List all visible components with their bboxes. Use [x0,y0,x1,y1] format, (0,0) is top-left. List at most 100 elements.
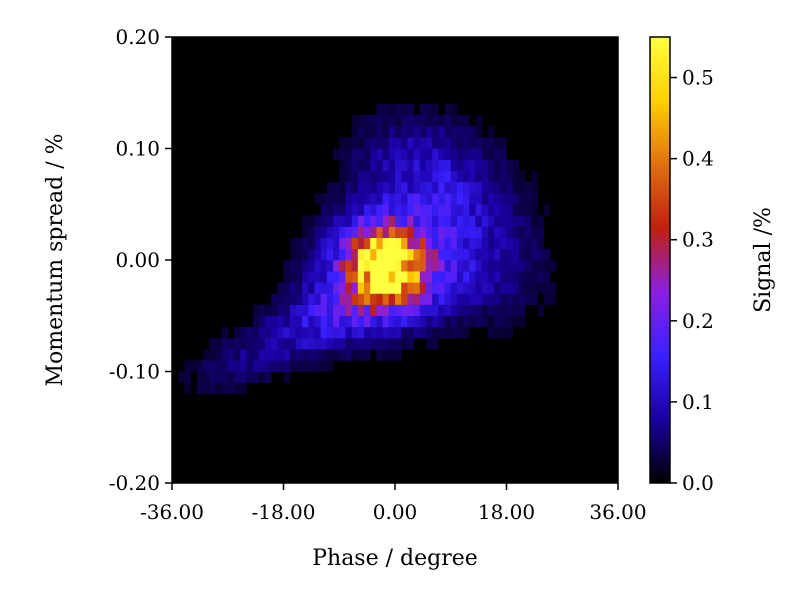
heatmap-cell [252,315,260,328]
heatmap-cell [277,349,284,361]
heatmap-cell [233,360,241,372]
heatmap-cell [302,237,309,250]
heatmap-cell [302,282,309,294]
heatmap-cell [388,181,396,194]
heatmap-cell [549,260,557,272]
heatmap-cell [401,159,408,172]
heatmap-cell [494,326,501,339]
heatmap-cell [518,204,526,216]
heatmap-cell [525,248,532,261]
heatmap-cell [494,226,501,238]
heatmap-cell [314,304,321,317]
heatmap-cell [357,248,365,261]
heatmap-cell [543,204,551,216]
heatmap-cell [339,349,346,361]
heatmap-cell [364,326,371,339]
heatmap-cell [531,260,538,272]
heatmap-cell [401,103,408,116]
heatmap-cell [264,360,272,372]
heatmap-cell [382,304,390,317]
heatmap-cell [277,304,284,317]
heatmap-cell [388,215,396,227]
heatmap-cell [357,326,365,339]
heatmap-cell [283,371,290,383]
heatmap-cell [345,260,352,272]
heatmap-cell [339,304,346,317]
heatmap-cell [506,282,513,294]
heatmap-cell [506,304,513,317]
heatmap-cell [283,304,290,317]
heatmap-cell [351,349,359,361]
heatmap-cell [506,170,513,183]
heatmap-cell [413,148,421,160]
heatmap-cell [364,260,371,272]
heatmap-cell [271,338,278,350]
heatmap-cell [240,382,247,395]
heatmap-cell [351,137,359,149]
heatmap-cell [444,293,452,305]
heatmap-cell [444,315,452,328]
heatmap-cell [233,326,241,339]
heatmap-cell [432,204,439,216]
heatmap-cell [308,293,315,305]
heatmap-cell [184,360,191,372]
heatmap-cell [500,204,507,216]
heatmap-cell [475,137,483,149]
heatmap-cell [382,326,390,339]
heatmap-cell [333,260,340,272]
heatmap-cell [320,248,328,261]
heatmap-cell [295,349,303,361]
heatmap-cell [432,137,439,149]
heatmap-cell [289,282,297,294]
heatmap-cell [221,349,229,361]
heatmap-cell [407,226,414,238]
heatmap-cell [308,282,315,294]
heatmap-cell [258,360,266,372]
heatmap-cell [475,215,483,227]
heatmap-cell [289,360,297,372]
heatmap-cell [271,349,278,361]
heatmap-cell [184,382,191,395]
heatmap-cell [537,226,544,238]
heatmap-cell [500,248,507,261]
heatmap-cell [450,103,458,116]
heatmap-cell [481,215,489,227]
heatmap-cell [494,148,501,160]
heatmap-cell [512,282,520,294]
heatmap-cell [401,137,408,149]
heatmap-cell [475,293,483,305]
heatmap-cell [351,326,359,339]
x-axis-label: Phase / degree [312,546,478,571]
heatmap-cell [320,349,328,361]
heatmap-cell [364,248,371,261]
heatmap-cell [326,338,334,350]
heatmap-cell [314,315,321,328]
heatmap-cell [326,204,334,216]
heatmap-cell [475,237,483,250]
heatmap-cell [295,304,303,317]
heatmap-cell [395,226,402,238]
heatmap-cell [432,126,439,138]
heatmap-cell [388,204,396,216]
heatmap-cell [407,193,414,205]
heatmap-cell [481,204,489,216]
heatmap-cell [469,148,476,160]
heatmap-cell [258,349,266,361]
heatmap-cell [407,237,414,250]
heatmap-cell [512,170,520,183]
heatmap-cell [240,338,247,350]
heatmap-cell [196,382,204,395]
heatmap-cell [475,115,483,127]
heatmap-cell [289,271,297,283]
heatmap-cell [370,260,377,272]
heatmap-cell [357,193,365,205]
heatmap-cell [494,304,501,317]
heatmap-cell [407,159,414,172]
heatmap-cell [388,304,396,317]
heatmap-cell [388,349,396,361]
heatmap-cell [463,271,470,283]
heatmap-cell [295,248,303,261]
heatmap-cell [401,193,408,205]
heatmap-cell [240,360,247,372]
heatmap-cell [215,338,222,350]
